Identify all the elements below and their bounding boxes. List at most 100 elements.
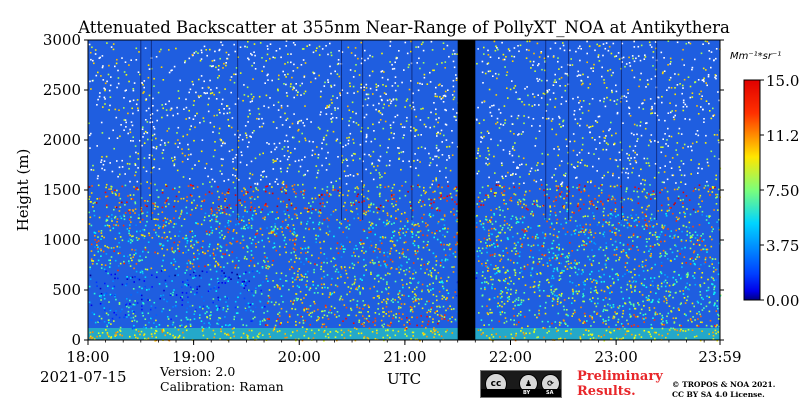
signal-pixel — [177, 126, 180, 129]
signal-pixel — [220, 230, 223, 232]
signal-pixel — [375, 86, 378, 88]
signal-pixel — [176, 106, 178, 109]
signal-pixel — [510, 288, 512, 291]
signal-pixel — [141, 312, 144, 314]
signal-pixel — [211, 92, 214, 94]
signal-pixel — [630, 303, 632, 306]
signal-pixel — [642, 102, 644, 104]
signal-pixel — [368, 154, 370, 156]
signal-pixel — [100, 232, 103, 234]
signal-pixel — [707, 289, 710, 292]
signal-pixel — [598, 60, 601, 62]
signal-pixel — [433, 330, 436, 333]
signal-pixel — [489, 56, 492, 58]
signal-pixel — [566, 309, 568, 311]
signal-pixel — [360, 41, 363, 44]
signal-pixel — [301, 132, 303, 135]
signal-pixel — [363, 337, 365, 339]
signal-pixel — [147, 312, 150, 315]
signal-pixel — [312, 337, 315, 339]
signal-pixel — [291, 76, 293, 79]
signal-pixel — [679, 253, 681, 255]
signal-pixel — [600, 281, 603, 283]
signal-pixel — [235, 204, 238, 206]
signal-pixel — [661, 72, 664, 75]
signal-pixel — [195, 240, 198, 242]
signal-pixel — [190, 240, 192, 243]
signal-pixel — [455, 203, 458, 205]
signal-pixel — [667, 198, 670, 201]
signal-pixel — [635, 276, 637, 279]
signal-pixel — [446, 329, 448, 332]
signal-pixel — [200, 277, 202, 279]
signal-pixel — [191, 53, 194, 56]
signal-pixel — [423, 73, 426, 76]
signal-pixel — [406, 116, 408, 119]
signal-pixel — [297, 129, 299, 132]
signal-pixel — [173, 156, 176, 158]
signal-pixel — [287, 227, 290, 229]
signal-pixel — [139, 221, 142, 223]
signal-pixel — [339, 186, 341, 189]
signal-pixel — [659, 256, 661, 258]
signal-pixel — [650, 213, 653, 216]
signal-pixel — [685, 226, 688, 228]
signal-pixel — [140, 330, 143, 333]
signal-pixel — [303, 309, 306, 312]
signal-pixel — [566, 231, 569, 233]
signal-pixel — [223, 112, 225, 115]
signal-pixel — [178, 191, 180, 193]
signal-pixel — [251, 173, 254, 176]
signal-pixel — [293, 299, 296, 302]
signal-pixel — [379, 236, 382, 239]
signal-pixel — [564, 72, 567, 75]
signal-pixel — [277, 217, 279, 219]
signal-pixel — [98, 216, 101, 219]
signal-pixel — [671, 110, 673, 112]
signal-pixel — [578, 102, 580, 104]
signal-pixel — [633, 76, 636, 79]
signal-pixel — [314, 263, 316, 265]
signal-pixel — [617, 306, 619, 309]
signal-pixel — [155, 336, 157, 339]
signal-pixel — [241, 204, 243, 207]
signal-pixel — [200, 58, 203, 60]
signal-pixel — [285, 189, 287, 192]
signal-pixel — [359, 143, 362, 146]
signal-pixel — [115, 298, 117, 301]
signal-pixel — [108, 335, 110, 338]
signal-pixel — [138, 51, 140, 53]
signal-pixel — [189, 286, 192, 288]
signal-pixel — [279, 323, 281, 326]
signal-pixel — [276, 205, 279, 208]
signal-pixel — [283, 83, 285, 85]
signal-pixel — [173, 251, 175, 254]
signal-pixel — [565, 260, 568, 263]
signal-pixel — [217, 282, 220, 284]
signal-pixel — [626, 319, 628, 322]
signal-pixel — [190, 244, 193, 247]
signal-pixel — [116, 221, 118, 223]
signal-pixel — [144, 200, 146, 202]
signal-pixel — [160, 294, 162, 297]
signal-pixel — [385, 222, 388, 225]
signal-pixel — [573, 266, 576, 268]
signal-pixel — [663, 281, 665, 283]
signal-pixel — [207, 264, 209, 266]
signal-pixel — [301, 278, 303, 281]
signal-pixel — [92, 169, 95, 171]
signal-pixel — [375, 83, 377, 86]
signal-pixel — [475, 157, 478, 159]
signal-pixel — [273, 328, 276, 330]
signal-pixel — [217, 296, 219, 299]
signal-pixel — [432, 318, 434, 320]
signal-pixel — [363, 335, 366, 338]
signal-pixel — [682, 109, 685, 112]
signal-pixel — [157, 224, 160, 227]
signal-pixel — [633, 280, 636, 283]
signal-pixel — [582, 300, 584, 303]
signal-pixel — [700, 106, 702, 108]
signal-pixel — [171, 280, 173, 282]
signal-pixel — [400, 123, 402, 125]
signal-pixel — [88, 198, 90, 200]
